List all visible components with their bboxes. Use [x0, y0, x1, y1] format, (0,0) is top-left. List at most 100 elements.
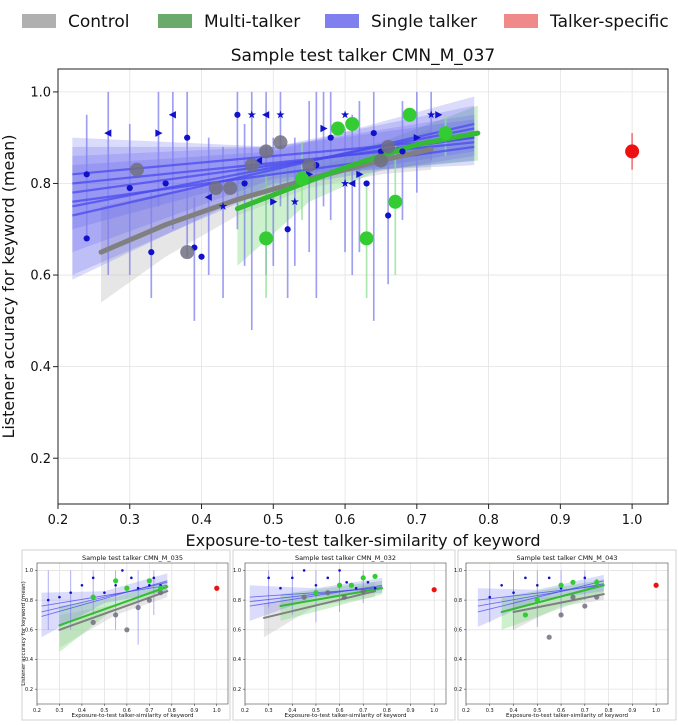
- single-talker-point: [69, 591, 73, 594]
- control-point: [259, 144, 274, 159]
- small-chart-panel-cmn-m-043: 0.2 0.3 0.4 0.5 0.6 0.7 0.8 0.9 1.0 0.2 0.4 0.6 0.8 1…: [454, 549, 677, 721]
- y-tick-label: 1.0: [454, 568, 462, 574]
- y-axis-label: Listener accuracy for keyword (mean): [21, 581, 27, 686]
- small-chart-panel-cmn-m-032: 0.2 0.3 0.4 0.5 0.6 0.7 0.8 0.9 1.0 0.2 0.4 0.6 0.8 1…: [232, 549, 456, 721]
- x-tick-label: 0.3: [486, 708, 494, 714]
- single-talker-point: [547, 576, 551, 580]
- control-point: [113, 612, 119, 618]
- single-talker-point: [83, 235, 90, 242]
- single-talker-fit-line: [477, 584, 604, 601]
- single-talker-point: [345, 580, 348, 584]
- single-talker-point: [373, 586, 377, 590]
- x-tick-label: 0.9: [190, 708, 198, 714]
- x-tick-label: 0.2: [241, 708, 249, 714]
- x-tick-label: 1.0: [622, 513, 643, 528]
- multi-talker-point: [330, 121, 345, 136]
- multi-talker-fit-line: [500, 584, 605, 613]
- single-talker-point: [340, 179, 350, 187]
- multi-talker-point: [402, 107, 417, 122]
- single-talker-point: [148, 249, 155, 256]
- control-point: [570, 594, 576, 600]
- single-talker-point: [284, 226, 291, 233]
- single-talker-point: [162, 180, 169, 187]
- multi-talker-point: [295, 171, 309, 186]
- grid-lines: [244, 563, 446, 704]
- single-talker-point: [512, 591, 515, 594]
- x-tick-label: 0.5: [263, 513, 284, 528]
- control-point: [546, 634, 552, 640]
- single-talker-fit-line: [249, 584, 383, 607]
- multi-talker-point: [534, 597, 540, 603]
- single-talker-point: [354, 586, 358, 590]
- control-ci-band: [263, 582, 376, 638]
- x-tick-label: 0.4: [191, 513, 212, 528]
- y-tick-label: 0.2: [25, 687, 33, 693]
- control-point: [301, 594, 307, 600]
- x-tick-label: 0.2: [462, 708, 470, 714]
- single-talker-point: [46, 598, 50, 602]
- control-fit-line: [512, 593, 605, 613]
- plot-frame: [465, 562, 669, 705]
- multi-talker-point: [113, 578, 119, 584]
- single-talker-point: [241, 180, 248, 187]
- control-point: [208, 181, 223, 196]
- multi-talker-point: [90, 594, 96, 600]
- multi-talker-point: [372, 573, 378, 579]
- single-talker-point: [366, 580, 370, 584]
- y-tick-label: 1.0: [233, 568, 241, 574]
- control-point: [90, 619, 96, 625]
- single-talker-point: [320, 124, 328, 133]
- plot-background: [58, 69, 668, 504]
- legend: Control Multi-talker Single talker Talke…: [22, 12, 669, 32]
- panel-frame: [457, 549, 677, 721]
- x-tick-label: 0.7: [359, 708, 367, 714]
- single-talker-point: [58, 595, 61, 599]
- talker-specific-point: [431, 587, 437, 593]
- multi-talker-point: [336, 582, 343, 588]
- x-tick-label: 0.8: [605, 708, 613, 714]
- control-point: [135, 604, 141, 611]
- single-talker-point: [385, 212, 392, 219]
- y-tick-label: 1.0: [30, 85, 51, 100]
- single-talker-point: [136, 586, 140, 590]
- plot-frame: [57, 68, 669, 505]
- single-talker-point: [254, 156, 263, 165]
- control-point: [302, 158, 317, 173]
- panel-frame: [232, 549, 456, 721]
- single-talker-point: [399, 148, 406, 155]
- multi-talker-point: [594, 579, 600, 585]
- multi-talker-ci-band: [59, 580, 168, 653]
- control-point: [582, 603, 588, 609]
- legend-swatch-multi-talker: [158, 14, 192, 28]
- y-axis-label: Listener accuracy for keyword (mean): [0, 134, 18, 438]
- single-talker-point: [130, 576, 133, 580]
- single-talker-point: [583, 576, 587, 580]
- y-tick-label: 0.8: [30, 177, 51, 192]
- legend-label-control: Control: [68, 12, 129, 32]
- chart-title: Sample test talker CMN_M_035: [82, 554, 183, 562]
- multi-talker-point: [522, 612, 529, 618]
- multi-talker-point: [146, 578, 152, 584]
- control-point: [244, 158, 259, 173]
- single-talker-point: [338, 569, 341, 572]
- y-tick-label: 0.6: [25, 628, 33, 634]
- y-tick-label: 0.8: [454, 598, 462, 604]
- y-tick-label: 0.6: [30, 269, 51, 284]
- multi-talker-point: [157, 585, 164, 591]
- control-point: [558, 612, 564, 618]
- y-tick-label: 0.4: [233, 657, 241, 663]
- chart-title: Sample test talker CMN_M_032: [295, 554, 396, 562]
- plot-frame: [36, 562, 229, 705]
- main-chart-panel: 0.2 0.3 0.4 0.5 0.6 0.7 0.8 0.9 1.0 0.2 0.4 0.6 0.8 1…: [0, 46, 669, 550]
- x-tick-label: 0.7: [145, 708, 153, 714]
- control-ci-band: [101, 128, 432, 303]
- multi-talker-point: [570, 579, 576, 585]
- talker-specific-point: [625, 144, 640, 159]
- multi-talker-point: [438, 126, 453, 141]
- x-tick-label: 0.2: [48, 513, 69, 528]
- multi-talker-point: [558, 582, 564, 588]
- control-point: [594, 594, 600, 600]
- control-point: [223, 181, 238, 196]
- plot-frame: [244, 562, 447, 705]
- plot-background: [37, 563, 228, 704]
